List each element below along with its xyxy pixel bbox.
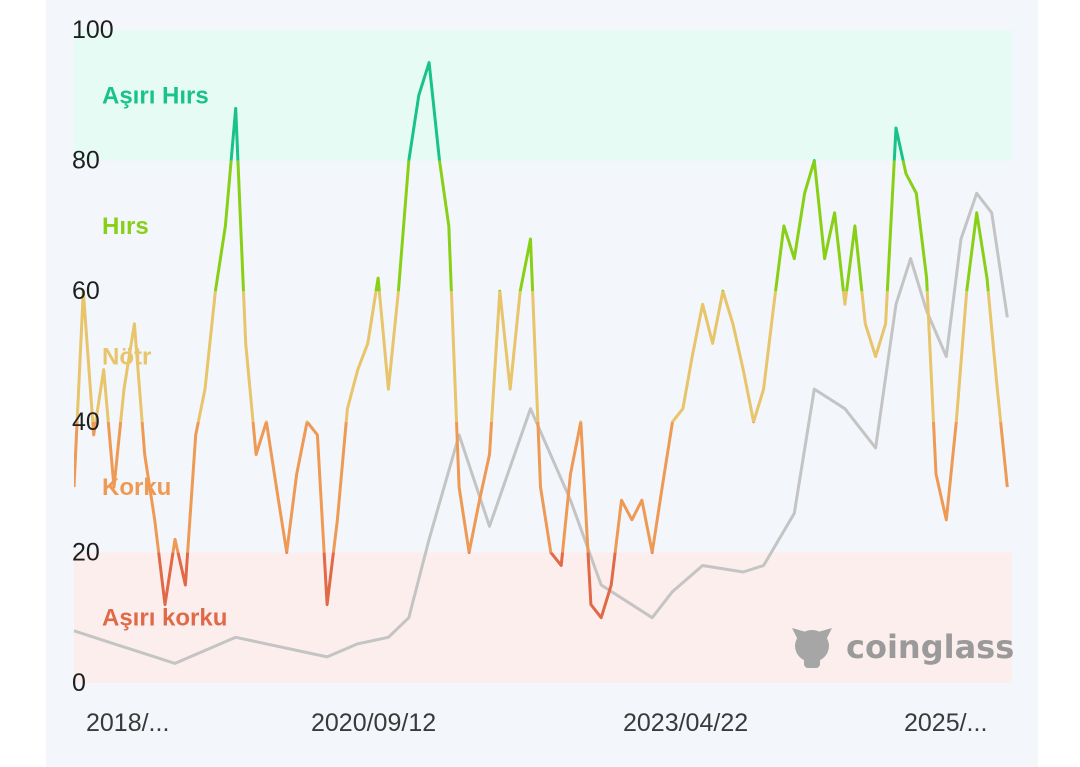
bull-logo-icon [792, 628, 832, 668]
watermark-text: coinglass [846, 628, 1014, 666]
y-tick-2: 40 [72, 408, 100, 436]
x-tick-2: 2023/04/22 [623, 709, 748, 737]
zone-label-3: Hırs [102, 213, 149, 240]
bull-head [795, 630, 829, 662]
zone-label-4: Aşırı Hırs [102, 82, 209, 109]
zone-band-2 [74, 291, 1012, 422]
watermark: coinglass [792, 628, 1014, 668]
fear-greed-chart: Aşırı korku Korku Nötr Hırs Aşırı Hırs 0 20 40 6… [72, 16, 1014, 737]
bull-right-horn [818, 628, 832, 640]
bull-snout [804, 656, 820, 668]
index-line-segment-3 [81, 160, 990, 292]
x-tick-3: 2025/... [904, 709, 987, 737]
zone-label-2: Nötr [102, 344, 151, 371]
zone-band-0 [74, 552, 1012, 683]
zone-band-3 [74, 160, 1012, 292]
zone-band-1 [74, 421, 1012, 553]
y-tick-1: 20 [72, 538, 100, 566]
price-line [73, 191, 1009, 665]
bull-left-horn [792, 628, 806, 640]
y-tick-4: 80 [72, 147, 100, 175]
zone-label-0: Aşırı korku [102, 605, 227, 632]
zone-label-1: Korku [102, 474, 171, 501]
y-tick-0: 0 [72, 669, 86, 697]
x-tick-0: 2018/... [86, 709, 169, 737]
y-tick-5: 100 [72, 16, 114, 44]
x-tick-1: 2020/09/12 [311, 709, 436, 737]
y-tick-3: 60 [72, 277, 100, 305]
chart-panel: Aşırı korku Korku Nötr Hırs Aşırı Hırs 0 20 40 6… [46, 0, 1038, 767]
index-line-segment-1 [74, 421, 1009, 553]
zone-band-4 [74, 30, 1012, 161]
